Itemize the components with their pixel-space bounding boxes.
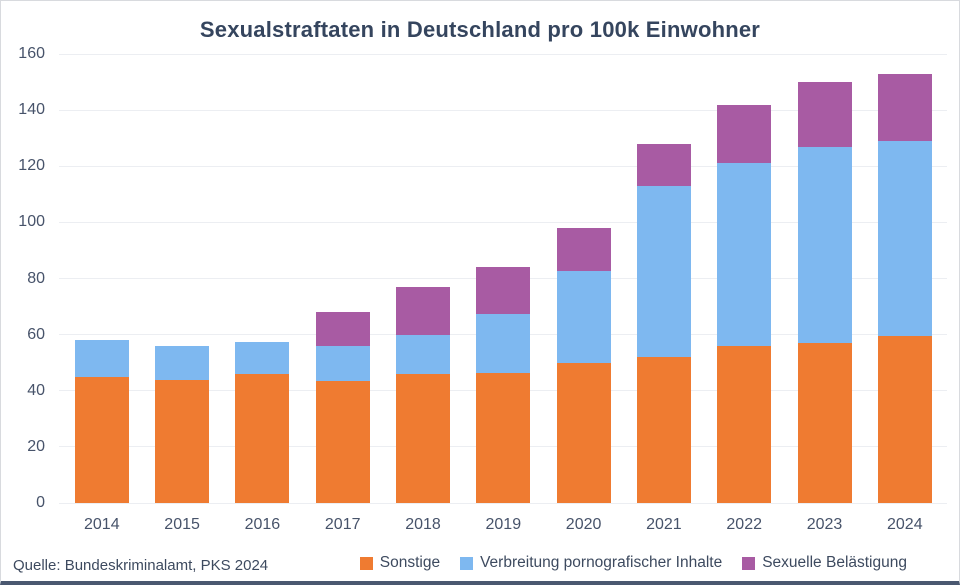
bar-segment-sonstige-2023 xyxy=(797,343,852,503)
chart-title: Sexualstraftaten in Deutschland pro 100k… xyxy=(199,17,761,42)
bar-segment-sonstige-2015 xyxy=(155,379,210,503)
legend-label: Sexuelle Belästigung xyxy=(762,554,907,571)
legend-swatch-icon xyxy=(460,556,474,570)
bar-segment-verbreitung-2017 xyxy=(315,345,370,381)
y-tick-label-80: 80 xyxy=(27,269,45,287)
bar-segment-verbreitung-2021 xyxy=(636,185,691,358)
legend-item-1: Verbreitung pornografischer Inhalte xyxy=(460,554,722,572)
gridline-y-0 xyxy=(59,502,947,504)
bar-segment-verbreitung-2022 xyxy=(717,163,772,346)
y-tick-label-60: 60 xyxy=(27,325,45,343)
x-tick-label-2018: 2018 xyxy=(405,516,441,533)
bar-segment-verbreitung-2020 xyxy=(556,271,611,363)
bar-segment-sonstige-2017 xyxy=(315,380,370,503)
bar-segment-sexuelle-2023 xyxy=(797,82,852,147)
bar-segment-verbreitung-2024 xyxy=(877,140,932,337)
y-tick-label-0: 0 xyxy=(36,494,45,511)
bar-segment-verbreitung-2014 xyxy=(74,340,129,377)
bar-segment-verbreitung-2016 xyxy=(235,341,290,374)
bar-segment-verbreitung-2015 xyxy=(155,345,210,380)
bar-segment-sonstige-2018 xyxy=(396,373,450,503)
y-tick-label-160: 160 xyxy=(18,45,45,62)
y-tick-label-100: 100 xyxy=(18,213,45,231)
gridline-y-160 xyxy=(59,53,947,55)
legend-label: Sonstige xyxy=(379,554,441,571)
bar-segment-sonstige-2021 xyxy=(636,357,691,503)
bar-segment-sonstige-2014 xyxy=(74,376,129,503)
bar-segment-sexuelle-2020 xyxy=(556,227,611,272)
y-tick-label-140: 140 xyxy=(18,101,45,119)
bar-segment-verbreitung-2023 xyxy=(797,146,852,344)
x-tick-label-2021: 2021 xyxy=(646,516,682,533)
legend-item-2: Sexuelle Belästigung xyxy=(742,554,907,572)
y-tick-label-120: 120 xyxy=(18,157,45,175)
bar-segment-sexuelle-2021 xyxy=(636,143,691,186)
bar-segment-sonstige-2016 xyxy=(235,373,290,503)
bar-segment-sonstige-2022 xyxy=(717,345,772,503)
legend-item-0: Sonstige xyxy=(359,554,441,572)
x-tick-label-2024: 2024 xyxy=(887,516,923,533)
bar-segment-sonstige-2019 xyxy=(476,372,531,503)
gridline-y-100 xyxy=(59,221,947,223)
x-tick-label-2016: 2016 xyxy=(244,516,281,533)
legend-swatch-icon xyxy=(742,556,756,570)
x-tick-label-2022: 2022 xyxy=(726,516,762,533)
bar-segment-sexuelle-2017 xyxy=(315,312,370,346)
bar-segment-sonstige-2020 xyxy=(556,362,611,503)
bar-segment-verbreitung-2018 xyxy=(396,334,450,374)
legend-swatch-icon xyxy=(359,556,373,570)
x-tick-label-2014: 2014 xyxy=(84,516,120,533)
source-caption: Quelle: Bundeskriminalamt, PKS 2024 xyxy=(13,557,269,574)
bar-segment-sexuelle-2019 xyxy=(476,267,531,314)
y-tick-label-20: 20 xyxy=(27,437,45,455)
bar-segment-sexuelle-2018 xyxy=(396,286,450,335)
legend-label: Verbreitung pornografischer Inhalte xyxy=(480,554,723,571)
bar-segment-verbreitung-2019 xyxy=(476,313,531,373)
y-tick-label-40: 40 xyxy=(27,381,45,399)
legend: Sonstige Verbreitung pornografischer Inha… xyxy=(359,554,907,572)
bar-segment-sexuelle-2022 xyxy=(717,104,772,164)
gridline-y-140 xyxy=(59,109,947,111)
x-tick-label-2017: 2017 xyxy=(324,516,361,533)
bar-segment-sexuelle-2024 xyxy=(877,73,932,141)
gridline-y-120 xyxy=(59,165,947,167)
x-tick-label-2020: 2020 xyxy=(565,516,602,533)
x-tick-label-2023: 2023 xyxy=(806,516,843,533)
x-tick-label-2015: 2015 xyxy=(164,516,200,533)
bar-segment-sonstige-2024 xyxy=(877,336,932,503)
x-tick-label-2019: 2019 xyxy=(485,516,522,533)
